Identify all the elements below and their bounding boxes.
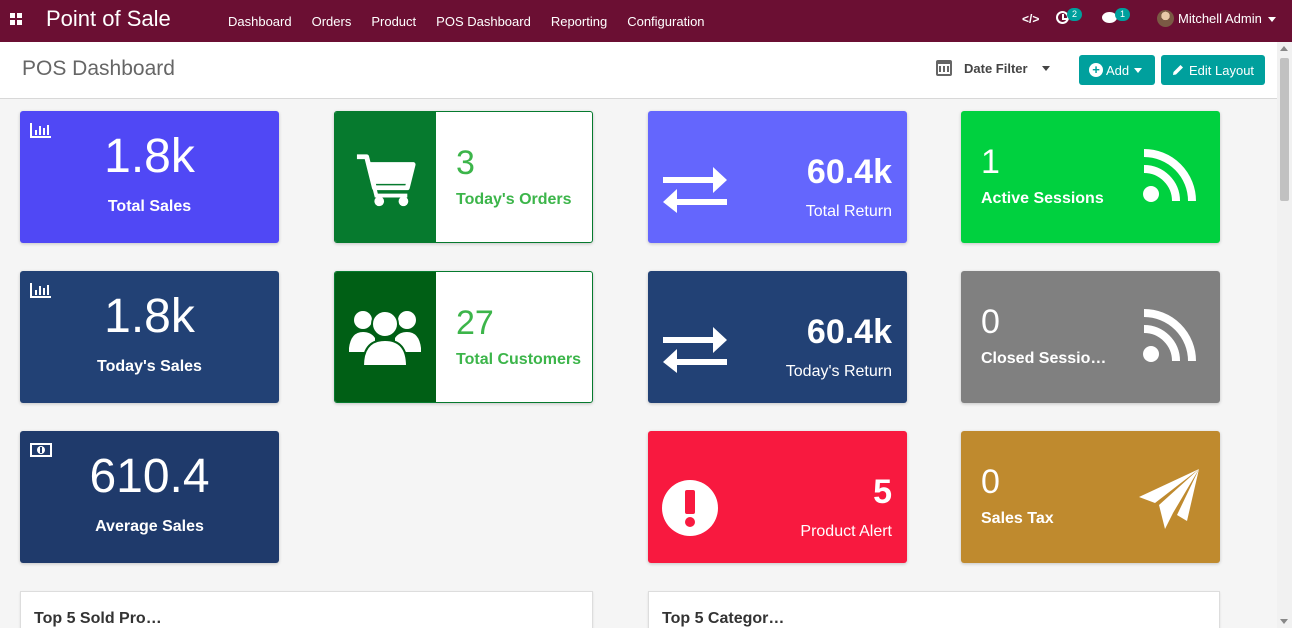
exclamation-icon <box>662 480 718 536</box>
bar-chart-icon <box>30 123 51 138</box>
menu-item-reporting[interactable]: Reporting <box>550 13 608 29</box>
exchange-icon <box>663 327 727 373</box>
chevron-down-icon <box>1134 67 1143 73</box>
scroll-up-arrow-icon[interactable] <box>1280 46 1288 51</box>
menu-item-product[interactable]: Product <box>371 13 417 29</box>
user-menu[interactable]: Mitchell Admin <box>1178 11 1276 26</box>
scroll-thumb[interactable] <box>1280 58 1289 201</box>
exchange-icon <box>663 167 727 213</box>
paper-plane-icon <box>1139 469 1199 529</box>
total-return-tile[interactable]: 60.4k Total Return <box>648 111 907 243</box>
top-categories-title: Top 5 Categor… <box>662 610 785 627</box>
chevron-down-icon <box>1267 17 1276 23</box>
todays-sales-value: 1.8k <box>104 290 195 343</box>
menu-item-configuration[interactable]: Configuration <box>627 13 705 29</box>
total-return-value: 60.4k <box>806 153 892 191</box>
todays-return-tile[interactable]: 60.4k Today's Return <box>648 271 907 403</box>
rss-icon <box>1143 309 1196 362</box>
users-icon <box>349 310 421 367</box>
total-sales-tile[interactable]: 1.8k Total Sales <box>20 111 279 243</box>
add-button[interactable]: + Add <box>1079 55 1155 85</box>
closed-sessions-label: Closed Sessio… <box>981 350 1107 367</box>
date-filter-label: Date Filter <box>964 60 1028 76</box>
total-return-label: Total Return <box>805 203 892 220</box>
calendar-icon <box>936 60 952 76</box>
page-title: POS Dashboard <box>22 57 175 80</box>
average-sales-value: 610.4 <box>89 450 210 503</box>
top-navbar: Point of Sale Dashboard Orders Product P… <box>0 0 1292 42</box>
add-button-label: Add <box>1106 62 1130 78</box>
total-customers-label: Total Customers <box>456 351 582 368</box>
apps-icon[interactable] <box>10 13 22 25</box>
active-sessions-value: 1 <box>981 143 1000 181</box>
menu-item-orders[interactable]: Orders <box>311 13 352 29</box>
sales-tax-value: 0 <box>981 463 1000 501</box>
chat-icon[interactable] <box>1102 12 1117 23</box>
control-panel: POS Dashboard Date Filter + Add Edit Lay… <box>0 42 1292 99</box>
pencil-icon <box>1173 65 1183 75</box>
product-alert-label: Product Alert <box>800 523 892 540</box>
scrollbar[interactable] <box>1277 42 1292 628</box>
edit-layout-button[interactable]: Edit Layout <box>1161 55 1265 85</box>
chevron-down-icon <box>1041 65 1050 71</box>
todays-orders-tile[interactable]: 3 Today's Orders <box>334 111 593 243</box>
todays-orders-label: Today's Orders <box>456 191 572 208</box>
closed-sessions-value: 0 <box>981 303 1000 341</box>
todays-return-label: Today's Return <box>785 363 892 380</box>
scroll-down-arrow-icon[interactable] <box>1280 619 1288 624</box>
sales-tax-label: Sales Tax <box>981 510 1054 527</box>
date-filter-dropdown[interactable]: Date Filter <box>936 60 1050 76</box>
todays-return-value: 60.4k <box>806 313 892 351</box>
average-sales-label: Average Sales <box>95 518 204 535</box>
total-customers-value: 27 <box>456 304 494 342</box>
message-count-badge: 1 <box>1115 8 1131 21</box>
active-sessions-label: Active Sessions <box>981 190 1104 207</box>
active-sessions-tile[interactable]: 1 Active Sessions <box>961 111 1220 243</box>
top-categories-card: Top 5 Categor… <box>648 591 1220 628</box>
todays-sales-label: Today's Sales <box>97 358 202 375</box>
money-icon <box>30 443 52 457</box>
product-alert-tile[interactable]: 5 Product Alert <box>648 431 907 563</box>
menu-item-dashboard[interactable]: Dashboard <box>228 13 292 29</box>
code-icon[interactable]: </> <box>1022 12 1040 26</box>
todays-orders-value: 3 <box>456 144 475 182</box>
bar-chart-icon <box>30 283 51 298</box>
user-name: Mitchell Admin <box>1178 11 1262 26</box>
total-sales-label: Total Sales <box>107 198 192 215</box>
product-alert-value: 5 <box>873 473 892 511</box>
todays-orders-icon-panel <box>335 112 436 242</box>
closed-sessions-tile[interactable]: 0 Closed Sessio… <box>961 271 1220 403</box>
total-customers-icon-panel <box>335 272 436 402</box>
app-title[interactable]: Point of Sale <box>46 6 171 31</box>
total-customers-tile[interactable]: 27 Total Customers <box>334 271 593 403</box>
main-menu: Dashboard Orders Product POS Dashboard R… <box>228 0 725 42</box>
activity-count-badge: 2 <box>1067 8 1083 21</box>
total-sales-value: 1.8k <box>104 130 195 183</box>
sales-tax-tile[interactable]: 0 Sales Tax <box>961 431 1220 563</box>
menu-item-pos-dashboard[interactable]: POS Dashboard <box>436 13 531 29</box>
top-sold-products-card: Top 5 Sold Pro… <box>20 591 593 628</box>
todays-sales-tile[interactable]: 1.8k Today's Sales <box>20 271 279 403</box>
shopping-cart-icon <box>356 154 416 207</box>
avatar[interactable] <box>1157 10 1174 27</box>
edit-layout-label: Edit Layout <box>1189 62 1255 78</box>
top-sold-products-title: Top 5 Sold Pro… <box>34 610 162 627</box>
average-sales-tile[interactable]: 610.4 Average Sales <box>20 431 279 563</box>
rss-icon <box>1143 149 1196 202</box>
plus-circle-icon: + <box>1089 63 1103 77</box>
